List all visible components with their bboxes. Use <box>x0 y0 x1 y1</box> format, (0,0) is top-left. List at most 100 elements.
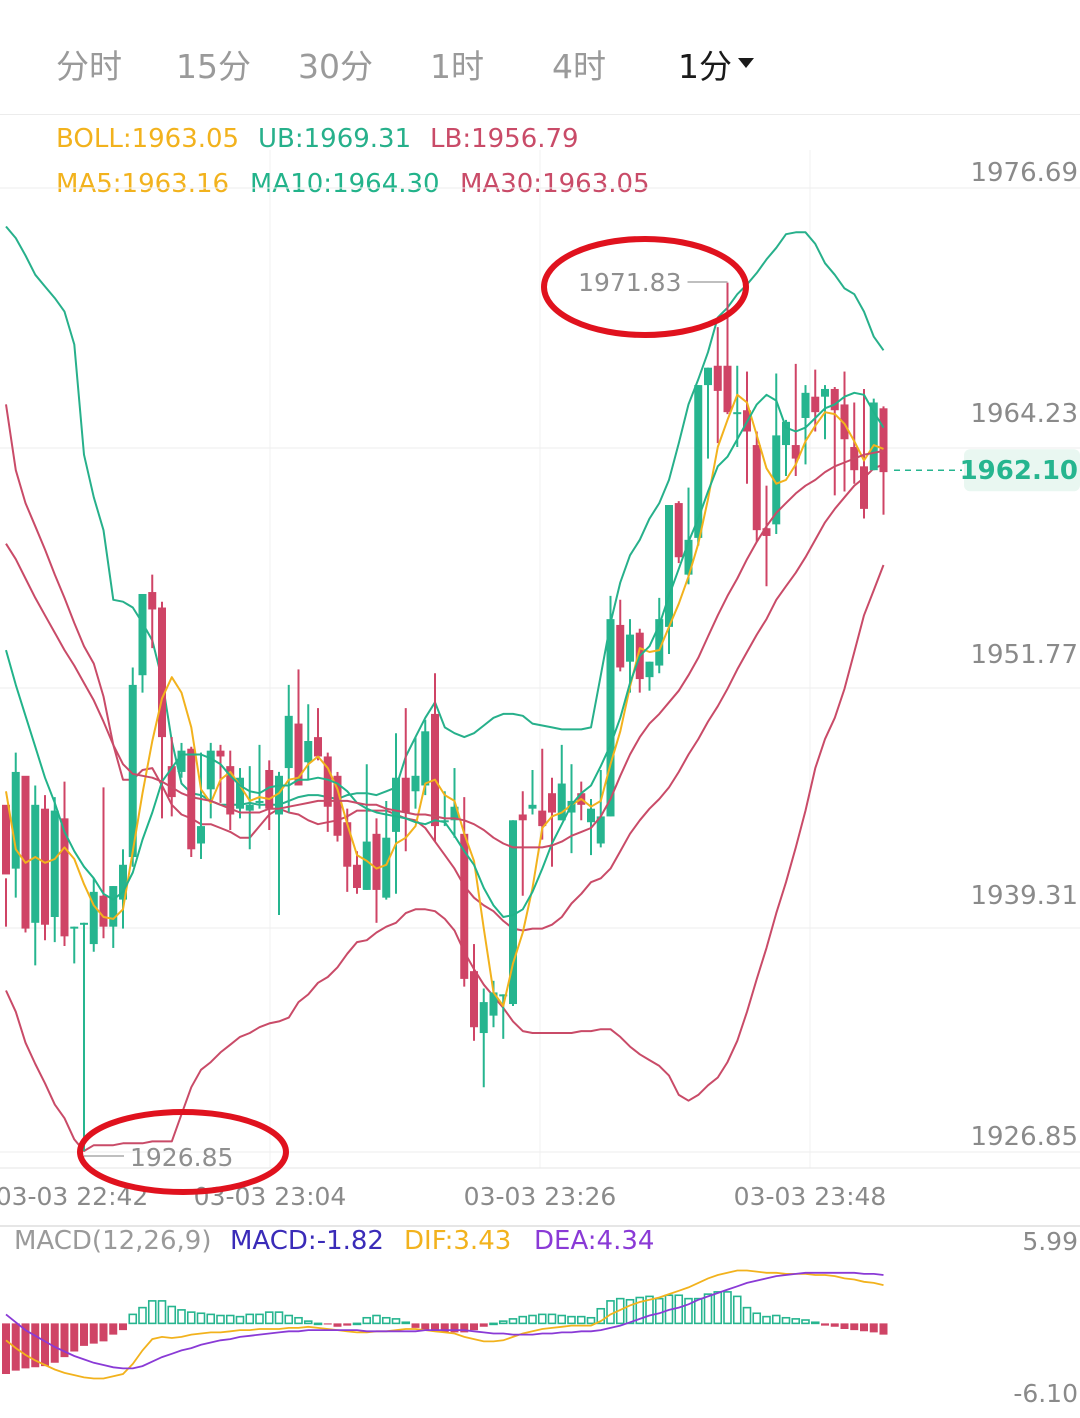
macd-hist-bar <box>684 1297 693 1325</box>
candle-body <box>499 994 508 997</box>
candle-body <box>109 886 118 927</box>
macd-hist-bar <box>60 1323 69 1358</box>
macd-hist-bar <box>177 1309 186 1325</box>
candle-body <box>392 777 400 832</box>
candle-body <box>606 619 615 817</box>
boll-band-ub <box>5 225 885 806</box>
macd-hist-bar <box>401 1321 411 1325</box>
macd-hist-bar <box>216 1314 225 1325</box>
candle-body <box>138 593 147 676</box>
tab-30min[interactable]: 30分 <box>298 47 373 86</box>
candle-body <box>616 624 625 668</box>
candle-body <box>197 826 205 844</box>
x-tick-label: 03-03 23:26 <box>464 1182 617 1211</box>
highlight-circle-max <box>541 236 749 338</box>
macd-hist-bar <box>537 1313 547 1325</box>
macd-hist-bar <box>225 1314 235 1325</box>
candle-body <box>450 806 459 821</box>
tab-15min[interactable]: 15分 <box>176 47 251 86</box>
macd-hist-bar <box>99 1323 108 1342</box>
candle-body <box>489 992 498 1016</box>
macd-hist-bar <box>654 1297 664 1325</box>
candle-body <box>284 715 293 769</box>
dea-value: DEA:4.34 <box>534 1226 655 1256</box>
candle-body <box>587 808 595 823</box>
candle-body <box>772 435 781 525</box>
tab-4hour[interactable]: 4时 <box>552 47 606 86</box>
candle-body <box>70 926 79 929</box>
candle-body <box>811 396 820 413</box>
macd-hist-bar <box>11 1323 20 1371</box>
candle-body <box>255 800 264 803</box>
candle-body <box>206 750 215 790</box>
candle-body <box>567 800 576 813</box>
macd-hist-bar <box>470 1323 478 1331</box>
macd-hist-bar <box>362 1316 372 1325</box>
candle-body <box>343 822 352 867</box>
candle-body <box>626 634 634 662</box>
candle-body <box>50 810 59 917</box>
macd-hist-bar <box>557 1314 567 1325</box>
ma-line-ma10 <box>5 391 885 918</box>
candle-body <box>265 769 274 809</box>
max-price-label: 1971.83 <box>578 268 681 297</box>
candle-body <box>411 775 420 792</box>
macd-hist-bar <box>625 1298 635 1325</box>
candle-body <box>119 864 127 900</box>
candle-body <box>850 446 859 471</box>
macd-hist-bar <box>850 1323 859 1331</box>
candle-body <box>148 592 157 610</box>
macd-y-tick-label: 5.99 <box>1022 1227 1078 1256</box>
macd-hist-bar <box>615 1297 625 1325</box>
candle-body <box>518 814 527 821</box>
candle-body <box>509 820 517 1005</box>
macd-hist-bar <box>460 1323 469 1333</box>
macd-hist-bar <box>635 1296 645 1325</box>
candle-body <box>11 771 20 869</box>
candle-body <box>538 810 547 827</box>
dif-value: DIF:3.43 <box>404 1226 512 1256</box>
candle-body <box>89 891 98 945</box>
macd-hist-bar <box>723 1291 732 1325</box>
lb-value: LB:1956.79 <box>430 124 579 154</box>
candle-body <box>41 808 49 925</box>
macd-hist-bar <box>303 1320 313 1325</box>
macd-hist-bar <box>713 1291 723 1325</box>
candle-body <box>840 404 849 440</box>
tab-timeshare[interactable]: 分时 <box>56 47 122 86</box>
macd-dea-line <box>5 1271 884 1370</box>
candle-body <box>382 837 391 898</box>
macd-hist-bar <box>674 1294 684 1325</box>
candle-body <box>294 723 303 786</box>
candle-body <box>177 750 186 772</box>
macd-hist-bar <box>879 1323 888 1335</box>
candle-body <box>733 412 742 415</box>
candle-body <box>431 713 439 827</box>
candle-body <box>645 661 654 678</box>
tab-1hour[interactable]: 1时 <box>430 47 484 86</box>
candle-body <box>60 818 69 937</box>
candle-body <box>879 408 888 473</box>
macd-hist-bar <box>431 1323 439 1332</box>
candle-body <box>694 385 703 538</box>
macd-hist-bar <box>528 1314 537 1325</box>
candle-body <box>226 766 235 815</box>
macd-y-tick-label: -6.10 <box>1013 1379 1078 1408</box>
tab-1min-dropdown[interactable]: 1分 <box>678 40 754 88</box>
candle-body <box>782 421 790 446</box>
candle-body <box>99 895 108 927</box>
macd-hist-bar <box>157 1300 167 1325</box>
macd-hist-bar <box>518 1315 528 1325</box>
macd-hist-bar <box>821 1323 829 1326</box>
macd-hist-bar <box>255 1313 264 1325</box>
macd-hist-bar <box>294 1316 303 1325</box>
macd-hist-bar <box>771 1314 781 1325</box>
candle-body <box>216 750 225 757</box>
candle-body <box>128 684 137 858</box>
boll-band-lb_outer <box>5 564 885 1152</box>
macd-hist-bar <box>50 1323 59 1363</box>
candle-body <box>752 445 761 531</box>
macd-hist-bar <box>791 1318 801 1325</box>
candle-body <box>528 804 537 809</box>
